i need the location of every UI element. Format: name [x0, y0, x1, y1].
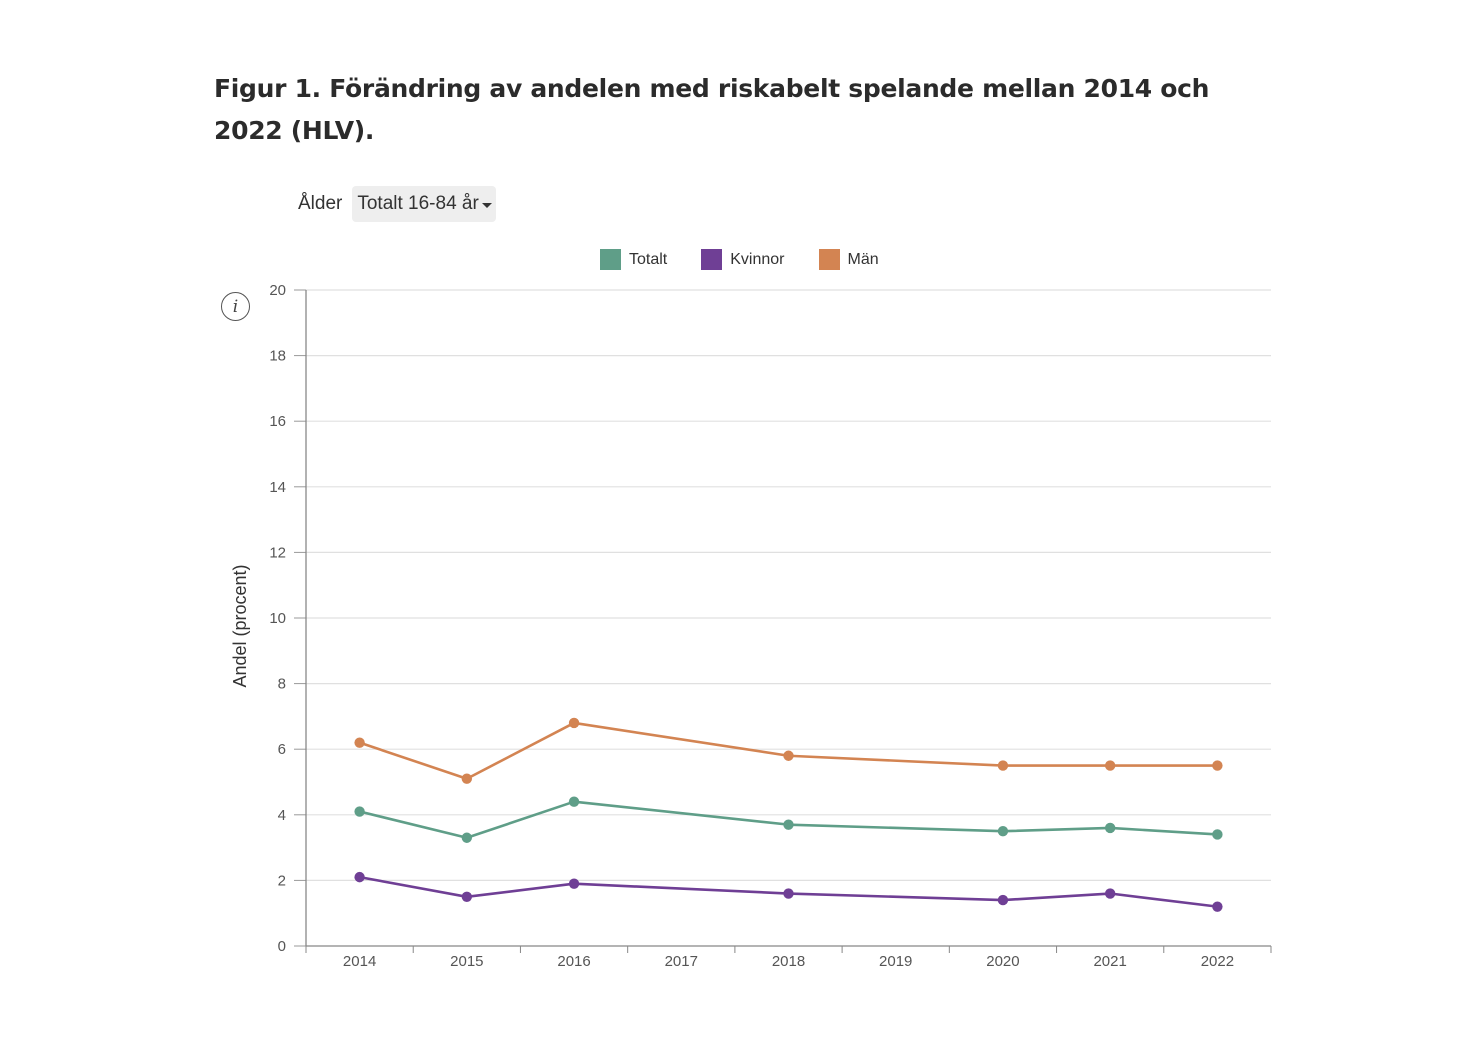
- data-point-kvinnor-2022[interactable]: [1212, 901, 1223, 912]
- legend-label-kvinnor: Kvinnor: [730, 250, 785, 268]
- legend-swatch-kvinnor: [701, 249, 723, 270]
- data-point-totalt-2016[interactable]: [568, 796, 580, 807]
- data-point-m-n-2015[interactable]: [461, 773, 473, 784]
- x-tick-label: 2015: [450, 953, 483, 970]
- data-point-m-n-2014[interactable]: [354, 737, 365, 748]
- y-tick-label: 16: [269, 413, 286, 430]
- legend-label-man: Män: [847, 250, 879, 268]
- x-tick-label: 2016: [557, 953, 590, 970]
- data-point-m-n-2022[interactable]: [1212, 760, 1223, 771]
- info-icon[interactable]: i: [221, 292, 250, 321]
- data-point-kvinnor-2014[interactable]: [354, 871, 365, 883]
- legend-item-man[interactable]: Män: [818, 249, 879, 270]
- y-tick-label: 0: [278, 938, 286, 955]
- x-tick-label: 2018: [772, 953, 805, 970]
- data-point-m-n-2016[interactable]: [568, 717, 580, 729]
- caret-down-icon: [481, 203, 492, 208]
- data-point-totalt-2018[interactable]: [783, 819, 794, 830]
- y-tick-label: 14: [269, 479, 286, 496]
- data-point-m-n-2021[interactable]: [1104, 760, 1116, 771]
- y-tick-label: 4: [278, 807, 286, 824]
- x-tick-label: 2021: [1093, 953, 1126, 970]
- figure-title: Figur 1. Förändring av andelen med riska…: [214, 74, 1210, 145]
- y-axis-title: Andel (procent): [230, 564, 250, 687]
- y-tick-label: 8: [278, 676, 286, 693]
- age-filter-label: Ålder: [298, 193, 343, 214]
- data-point-kvinnor-2021[interactable]: [1104, 888, 1116, 899]
- x-tick-label: 2019: [879, 953, 912, 970]
- legend-swatch-man: [818, 249, 840, 270]
- y-tick-label: 2: [278, 872, 286, 889]
- data-point-totalt-2020[interactable]: [997, 826, 1009, 837]
- legend-swatch-totalt: [600, 249, 621, 270]
- data-point-totalt-2022[interactable]: [1212, 829, 1223, 840]
- x-tick-label: 2014: [343, 953, 376, 970]
- y-tick-label: 18: [269, 348, 286, 365]
- x-tick-label: 2017: [665, 953, 698, 970]
- legend-item-kvinnor[interactable]: Kvinnor: [701, 249, 785, 270]
- data-point-kvinnor-2018[interactable]: [783, 888, 794, 899]
- age-dropdown-value: Totalt 16-84 år: [357, 193, 479, 214]
- y-tick-label: 6: [278, 741, 286, 758]
- series-m-n: [354, 717, 1223, 784]
- legend-label-totalt: Totalt: [629, 250, 668, 268]
- data-point-kvinnor-2015[interactable]: [461, 891, 473, 902]
- y-tick-label: 10: [269, 610, 286, 627]
- y-tick-label: 20: [269, 282, 286, 299]
- data-point-m-n-2020[interactable]: [997, 760, 1009, 771]
- data-point-kvinnor-2016[interactable]: [568, 878, 580, 889]
- age-dropdown[interactable]: Totalt 16-84 år: [352, 186, 496, 222]
- x-tick-label: 2022: [1201, 953, 1234, 970]
- info-icon-glyph: i: [232, 296, 239, 317]
- data-point-kvinnor-2020[interactable]: [997, 894, 1009, 906]
- legend-item-totalt[interactable]: Totalt: [600, 249, 667, 270]
- chart-legend: Totalt Kvinnor Män: [600, 249, 913, 270]
- data-point-totalt-2014[interactable]: [354, 806, 365, 817]
- series-totalt: [354, 796, 1223, 843]
- data-point-m-n-2018[interactable]: [783, 750, 794, 761]
- x-tick-label: 2020: [986, 953, 1019, 970]
- data-point-totalt-2021[interactable]: [1104, 822, 1116, 834]
- data-point-totalt-2015[interactable]: [461, 832, 473, 843]
- y-tick-label: 12: [269, 544, 286, 561]
- series-kvinnor: [354, 871, 1223, 912]
- age-filter: Ålder Totalt 16-84 år: [298, 186, 496, 222]
